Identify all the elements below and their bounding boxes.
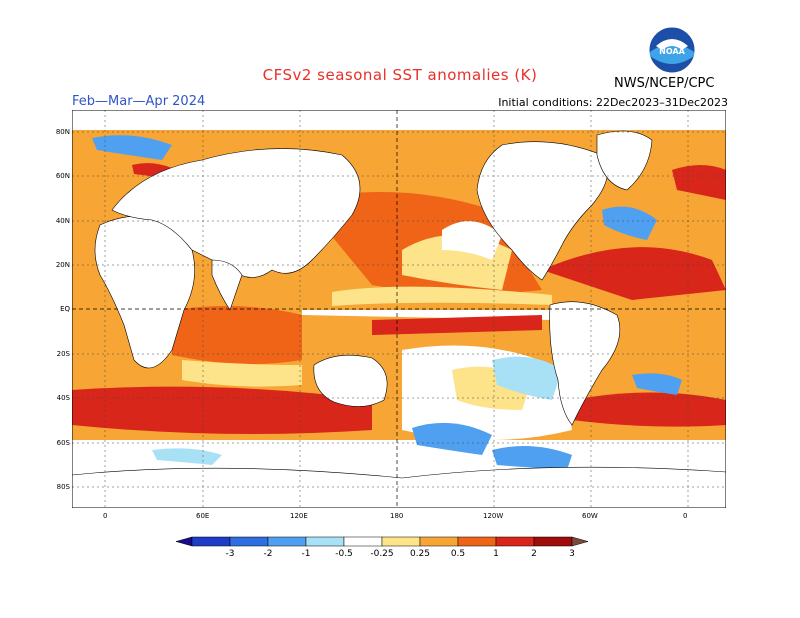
- lat-label-20s: 20S: [56, 350, 70, 358]
- logo: NOAA: [648, 26, 696, 74]
- colorbar-segment: [191, 536, 231, 547]
- colorbar-tick-label: -3: [226, 549, 235, 559]
- colorbar-tick-label: 0.25: [410, 549, 430, 559]
- agency-label: NWS/NCEP/CPC: [614, 76, 715, 91]
- colorbar-tick-label: -0.5: [335, 549, 353, 559]
- colorbar-segment: [533, 536, 573, 547]
- colorbar-tick-label: 2: [531, 549, 537, 559]
- india: [211, 259, 243, 311]
- colorbar-segment: [267, 536, 307, 547]
- sst-anomaly-map: [72, 110, 726, 508]
- colorbar-tick-label: -2: [264, 549, 273, 559]
- australia: [313, 354, 388, 407]
- colorbar-tick-label: 0.5: [451, 549, 465, 559]
- lon-label-120w: 120W: [483, 512, 504, 520]
- logo-text: NOAA: [659, 47, 685, 56]
- lat-label-80n: 80N: [55, 128, 70, 136]
- colorbar-segment: [495, 536, 535, 547]
- colorbar-tick-label: 1: [493, 549, 499, 559]
- graticule: [72, 110, 726, 508]
- colorbar-segment: [381, 536, 421, 547]
- greenland: [596, 130, 653, 191]
- eurasia: [111, 148, 361, 278]
- lon-label-60w: 60W: [582, 512, 598, 520]
- lon-label-0: 0: [103, 512, 108, 520]
- lon-label-60e: 60E: [196, 512, 210, 520]
- lat-label-60s: 60S: [56, 439, 70, 447]
- lon-label-0-east: 0: [683, 512, 688, 520]
- colorbar-tick-label: -1: [302, 549, 311, 559]
- colorbar-arrow-low: [175, 536, 193, 547]
- lat-label-60n: 60N: [55, 172, 70, 180]
- colorbar-segment: [343, 536, 383, 547]
- lat-label-20n: 20N: [55, 261, 70, 269]
- colorbar: -3 -2 -1 -0.5 -0.25 0.25 0.5 1 2 3: [175, 536, 589, 559]
- colorbar-tick-label: 3: [569, 549, 575, 559]
- lon-label-180: 180: [390, 512, 404, 520]
- map-title: CFSv2 seasonal SST anomalies (K): [262, 66, 538, 84]
- colorbar-segment: [229, 536, 269, 547]
- colorbar-segment: [457, 536, 497, 547]
- reference-lines: [72, 110, 726, 508]
- lat-label-40n: 40N: [55, 217, 70, 225]
- lat-label-40s: 40S: [56, 394, 70, 402]
- south-america: [549, 301, 621, 426]
- lat-label-eq: EQ: [60, 305, 70, 313]
- colorbar-arrow-high: [571, 536, 589, 547]
- colorbar-segment: [305, 536, 345, 547]
- continents: [72, 130, 726, 508]
- lat-label-80s: 80S: [56, 483, 70, 491]
- colorbar-segment: [419, 536, 459, 547]
- colorbar-tick-label: -0.25: [370, 549, 393, 559]
- initial-conditions-label: Initial conditions: 22Dec2023–31Dec2023: [498, 96, 728, 109]
- season-label: Feb—Mar—Apr 2024: [72, 94, 206, 109]
- lon-label-120e: 120E: [290, 512, 308, 520]
- antarctica: [72, 466, 726, 508]
